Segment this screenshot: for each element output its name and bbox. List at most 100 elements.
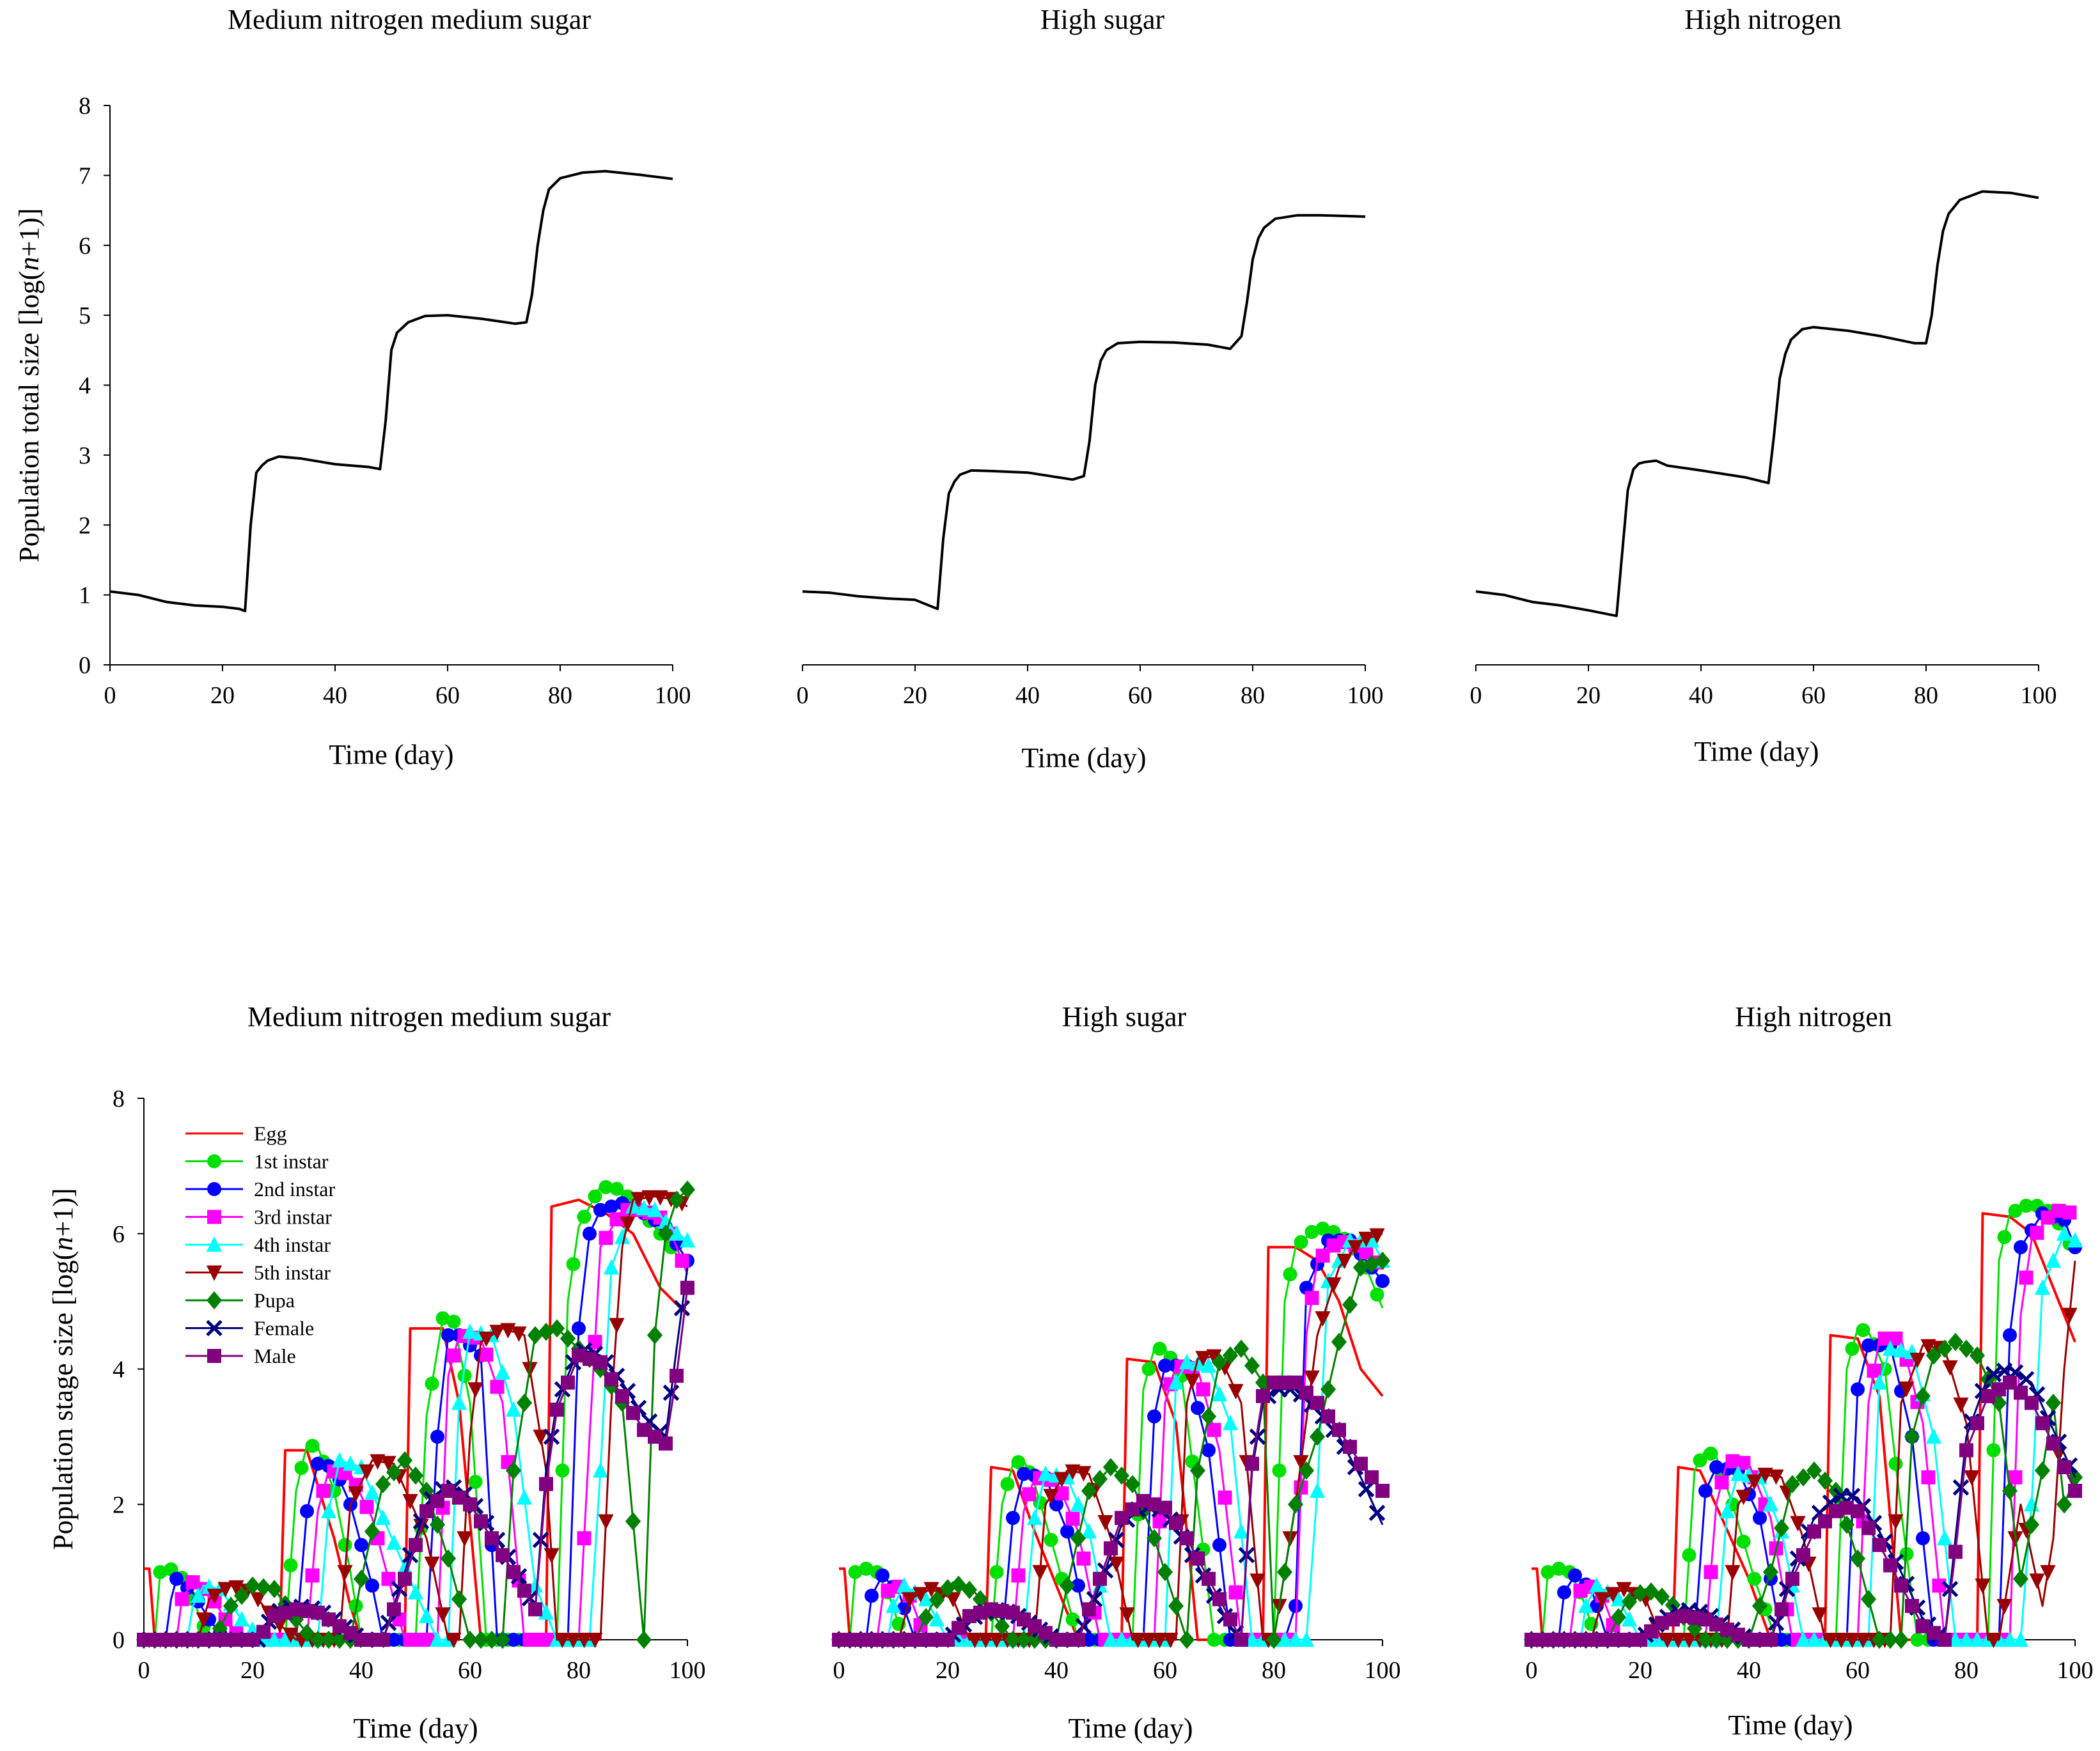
data-point-1st-instar [1693, 1453, 1707, 1468]
x-tick-label: 0 [797, 682, 809, 709]
data-point-pupa [1179, 1630, 1195, 1649]
data-point-male [376, 1633, 390, 1647]
data-point-5th-instar [1681, 1633, 1697, 1649]
data-point-5th-instar [207, 1589, 223, 1605]
data-point-5th-instar [1812, 1607, 1828, 1623]
legend-label: Egg [254, 1122, 287, 1145]
data-point-5th-instar [1228, 1383, 1244, 1400]
data-point-pupa [266, 1580, 283, 1598]
series-5th-instar [141, 1190, 690, 1649]
data-point-pupa [1005, 1630, 1021, 1649]
data-point-male [213, 1633, 227, 1647]
series-line-total [109, 169, 673, 612]
data-point-pupa [1632, 1584, 1649, 1603]
data-point-1st-instar [989, 1565, 1004, 1580]
data-point-pupa [494, 1630, 511, 1649]
data-point-4th-instar [1102, 1631, 1119, 1647]
data-point-female [1985, 1366, 2002, 1383]
legend-item-3rd-instar: 3rd instar [185, 1206, 332, 1229]
data-point-pupa [972, 1590, 989, 1608]
data-point-male [506, 1565, 521, 1580]
data-point-pupa [1784, 1475, 1801, 1493]
data-point-5th-instar [1076, 1466, 1092, 1482]
data-point-male [1321, 1409, 1335, 1424]
y-tick-label: 2 [113, 1491, 125, 1518]
x-tick-label: 40 [1689, 682, 1713, 709]
x-tick-label: 100 [670, 1657, 706, 1684]
data-point-5th-instar [1336, 1254, 1352, 1270]
data-point-pupa [1102, 1458, 1119, 1477]
data-point-2nd-instar [875, 1568, 889, 1583]
legend-label: 5th instar [254, 1261, 331, 1284]
x-axis-label: Time (day) [1068, 1713, 1193, 1744]
data-point-5th-instar [217, 1582, 233, 1598]
data-point-male [1212, 1592, 1226, 1607]
x-tick-label: 40 [1044, 1657, 1069, 1684]
data-point-4th-instar [657, 1213, 674, 1229]
series-line-total [1475, 190, 2039, 618]
series-line-5th-instar [144, 1195, 688, 1641]
data-point-3rd-instar [446, 1348, 461, 1363]
data-point-male [1753, 1633, 1767, 1647]
chart-title: Medium nitrogen medium sugar [228, 4, 592, 35]
data-point-1st-instar [468, 1474, 483, 1489]
data-point-male [919, 1633, 933, 1647]
data-point-2nd-instar [604, 1199, 618, 1214]
data-point-3rd-instar [185, 1575, 200, 1590]
data-point-4th-instar [1871, 1374, 1888, 1390]
data-point-4th-instar [494, 1364, 511, 1380]
data-point-male [1970, 1416, 1984, 1431]
data-point-4th-instar [364, 1484, 380, 1500]
data-point-pupa [1915, 1387, 1931, 1406]
data-point-3rd-instar [1932, 1578, 1947, 1593]
y-axis-label: Population stage size [log(n+1)] [47, 1188, 79, 1550]
data-point-5th-instar [533, 1429, 549, 1445]
data-point-pupa [223, 1596, 239, 1615]
data-point-4th-instar [2056, 1225, 2073, 1241]
data-point-5th-instar [1043, 1489, 1059, 1505]
data-point-5th-instar [2029, 1573, 2045, 1589]
data-point-pupa [516, 1394, 533, 1412]
series-total [109, 169, 673, 612]
data-point-pupa [1806, 1461, 1822, 1480]
y-tick-label: 8 [79, 93, 91, 120]
series-line-egg [144, 1198, 689, 1641]
data-point-4th-instar [646, 1201, 663, 1217]
data-point-4th-instar [407, 1584, 424, 1599]
data-point-1st-instar [566, 1257, 581, 1272]
data-point-male [528, 1602, 542, 1617]
data-point-male [1289, 1375, 1303, 1390]
x-tick-label: 40 [1015, 682, 1040, 709]
x-tick-label: 60 [1845, 1657, 1870, 1684]
data-point-male [1256, 1389, 1270, 1403]
data-point-5th-instar [641, 1190, 657, 1206]
data-point-5th-instar [1184, 1374, 1200, 1390]
data-point-1st-instar [1910, 1633, 1925, 1647]
x-tick-label: 0 [1526, 1657, 1538, 1684]
data-point-4th-instar [636, 1199, 652, 1216]
data-point-5th-instar [348, 1486, 364, 1502]
data-point-4th-instar [1276, 1631, 1293, 1647]
data-point-1st-instar [305, 1438, 320, 1453]
data-point-4th-instar [614, 1228, 631, 1245]
data-point-3rd-instar [2051, 1204, 2066, 1218]
data-point-pupa [1871, 1630, 1888, 1649]
series-egg [839, 1245, 1384, 1641]
data-point-4th-instar [1222, 1415, 1239, 1431]
x-axis-label: Time (day) [1694, 736, 1819, 767]
series-3rd-instar [837, 1234, 1384, 1647]
data-point-male [886, 1633, 900, 1647]
data-point-5th-instar [359, 1464, 375, 1480]
data-point-5th-instar [923, 1582, 939, 1598]
data-point-5th-instar [435, 1607, 451, 1623]
data-point-pupa [1146, 1529, 1163, 1548]
data-point-2nd-instar [1212, 1537, 1226, 1552]
data-point-4th-instar [2067, 1232, 2083, 1248]
data-point-5th-instar [1975, 1578, 1991, 1594]
data-point-4th-instar [1179, 1353, 1195, 1369]
series-total [802, 214, 1366, 611]
y-tick-label: 0 [79, 652, 91, 679]
data-point-4th-instar [1795, 1631, 1812, 1647]
data-point-male [897, 1633, 911, 1647]
data-point-5th-instar [1130, 1633, 1146, 1649]
